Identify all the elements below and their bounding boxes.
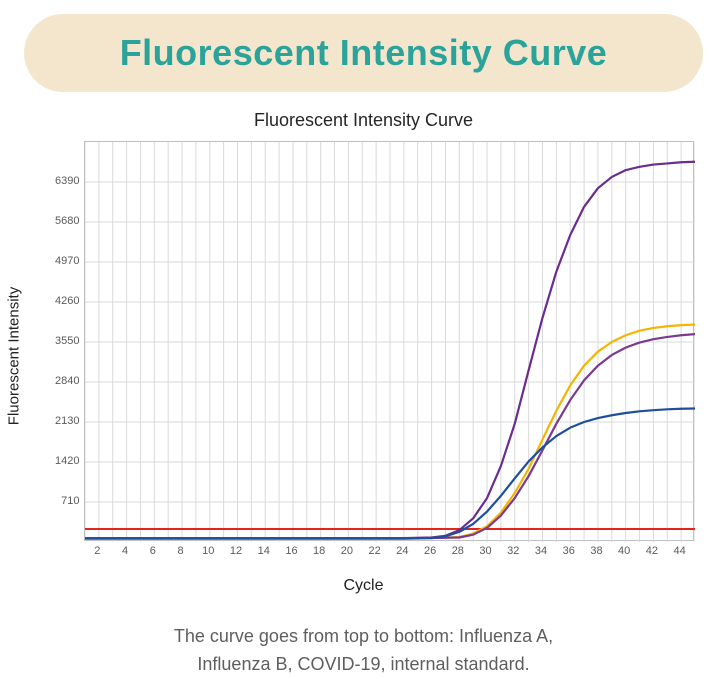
chart-caption: The curve goes from top to bottom: Influ… [18, 623, 709, 679]
x-axis-label: Cycle [18, 577, 709, 595]
x-tick-label: 22 [369, 545, 381, 557]
x-tick-label: 8 [177, 545, 183, 557]
header-pill: Fluorescent Intensity Curve [24, 14, 703, 92]
x-tick-label: 12 [230, 545, 242, 557]
y-tick-label: 6390 [40, 175, 80, 187]
y-tick-label: 3550 [40, 335, 80, 347]
x-tick-label: 2 [94, 545, 100, 557]
y-tick-label: 5680 [40, 215, 80, 227]
x-tick-label: 32 [507, 545, 519, 557]
x-tick-label: 28 [452, 545, 464, 557]
y-tick-label: 4260 [40, 295, 80, 307]
x-tick-label: 42 [646, 545, 658, 557]
chart-title: Fluorescent Intensity Curve [18, 110, 709, 131]
x-tick-label: 38 [590, 545, 602, 557]
x-tick-label: 30 [479, 545, 491, 557]
x-tick-label: 44 [674, 545, 686, 557]
x-tick-label: 26 [424, 545, 436, 557]
y-tick-label: 4970 [40, 255, 80, 267]
x-tick-label: 16 [285, 545, 297, 557]
caption-line-2: Influenza B, COVID-19, internal standard… [197, 654, 529, 674]
chart-container: Fluorescent Intensity 710142021302840355… [24, 141, 704, 571]
x-tick-label: 10 [202, 545, 214, 557]
y-tick-label: 2840 [40, 375, 80, 387]
caption-line-1: The curve goes from top to bottom: Influ… [174, 626, 553, 646]
x-tick-label: 14 [258, 545, 270, 557]
chart-plot-area [84, 141, 694, 541]
y-tick-label: 710 [40, 495, 80, 507]
y-tick-label: 1420 [40, 455, 80, 467]
x-tick-label: 20 [341, 545, 353, 557]
x-tick-label: 36 [563, 545, 575, 557]
x-tick-label: 18 [313, 545, 325, 557]
x-tick-label: 6 [150, 545, 156, 557]
chart-svg [85, 142, 695, 542]
page-title: Fluorescent Intensity Curve [64, 32, 663, 74]
x-tick-label: 24 [396, 545, 408, 557]
x-tick-label: 4 [122, 545, 128, 557]
x-tick-label: 34 [535, 545, 547, 557]
x-tick-label: 40 [618, 545, 630, 557]
y-axis-label: Fluorescent Intensity [5, 287, 22, 425]
y-tick-label: 2130 [40, 415, 80, 427]
